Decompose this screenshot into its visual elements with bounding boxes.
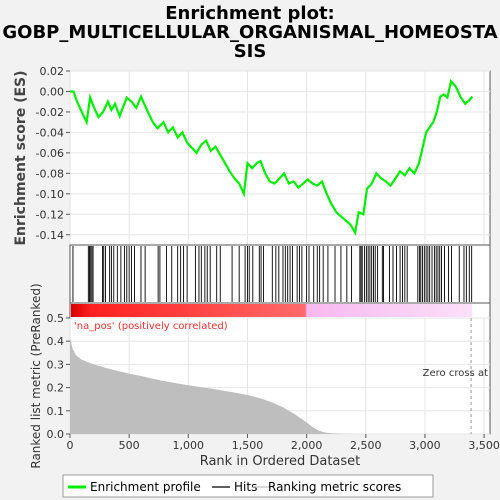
- legend-entry-label: Ranking metric scores: [268, 480, 401, 494]
- zero-cross-label: Zero cross at: [423, 368, 488, 379]
- x-axis-label: Rank in Ordered Dataset: [200, 454, 361, 469]
- ranked-tick-label: 0.3: [47, 358, 65, 371]
- legend-entry-label: Hits: [234, 480, 257, 494]
- es-y-ticks: 0.02 0.00 -0.02 -0.04 -0.06 -0.08 -0.10 -0.12 -0…: [36, 65, 70, 242]
- x-tick-label: 500: [119, 439, 140, 452]
- es-tick-label: -0.12: [36, 208, 64, 221]
- ranked-tick-label: 0.4: [47, 335, 65, 348]
- es-tick-label: -0.14: [36, 229, 64, 242]
- hits-marks: [72, 246, 473, 302]
- x-tick-label: 2,500: [350, 439, 382, 452]
- legend-box: [62, 474, 434, 498]
- es-tick-label: -0.02: [36, 106, 64, 119]
- x-tick-label: 2,000: [291, 439, 323, 452]
- legend: Enrichment profile Hits Ranking metric sco…: [68, 480, 401, 494]
- es-tick-label: -0.04: [36, 126, 64, 139]
- ranking-gradient-bar: [71, 304, 473, 317]
- ranked-y-axis-label: Ranked list metric (PreRanked): [29, 283, 43, 468]
- positively-correlated-label: 'na_pos' (positively correlated): [74, 321, 228, 332]
- legend-entry-label: Enrichment profile: [90, 480, 201, 494]
- x-tick-label: 3,000: [409, 439, 441, 452]
- ranked-y-ticks: 0.0 0.1 0.2 0.3 0.4 0.5: [47, 312, 70, 441]
- chart-title-line3: SIS: [234, 41, 267, 62]
- x-tick-label: 1,000: [173, 439, 205, 452]
- es-grid: [69, 70, 490, 245]
- es-tick-label: 0.02: [40, 65, 65, 78]
- chart-title-line1: Enrichment plot:: [165, 3, 335, 24]
- es-tick-label: 0.00: [40, 85, 65, 98]
- x-ticks: 0 500 1,000 1,500 2,000 2,500 3,000 3,500: [67, 434, 500, 452]
- ranked-tick-label: 0.1: [47, 405, 65, 418]
- ranking-metric-area: [70, 336, 473, 434]
- x-tick-label: 1,500: [232, 439, 264, 452]
- enrichment-profile-line: [70, 78, 474, 236]
- es-tick-label: -0.06: [36, 147, 64, 160]
- x-tick-label: 3,500: [468, 439, 500, 452]
- es-tick-label: -0.08: [36, 167, 64, 180]
- es-y-axis-label: Enrichment score (ES): [13, 70, 29, 245]
- x-tick-label: 0: [67, 439, 74, 452]
- ranked-tick-label: 0.5: [47, 312, 65, 325]
- es-tick-label: -0.10: [36, 188, 64, 201]
- ranked-tick-label: 0.2: [47, 382, 65, 395]
- hits-panel: [69, 244, 491, 304]
- ranked-tick-label: 0.0: [47, 428, 65, 441]
- chart-title-line2: GOBP_MULTICELLULAR_ORGANISMAL_HOMEOSTA: [2, 22, 497, 43]
- es-panel: [69, 70, 491, 246]
